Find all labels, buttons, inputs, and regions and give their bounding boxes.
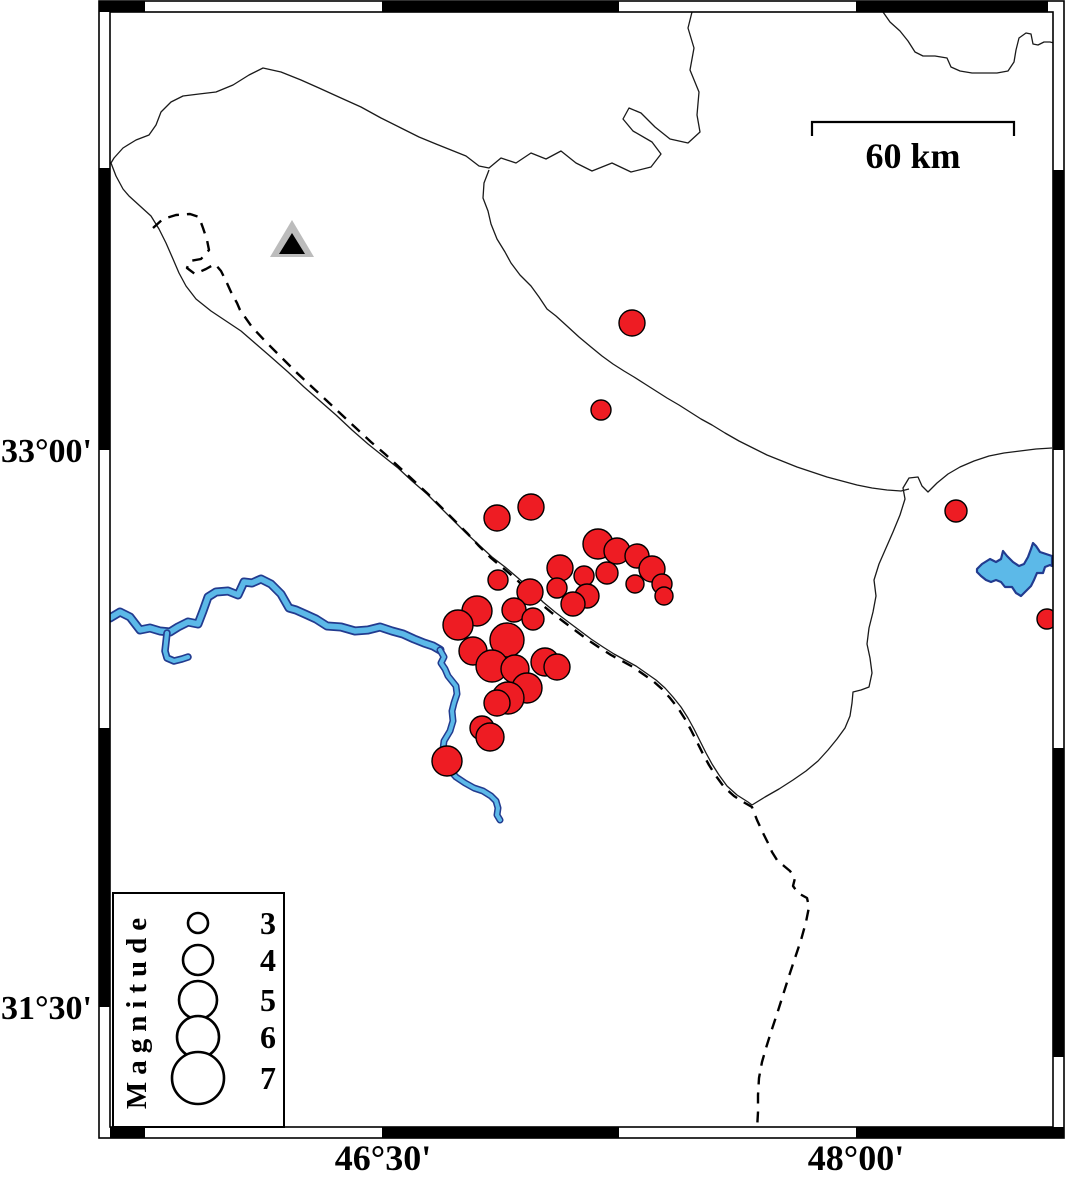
earthquake-marker <box>1036 608 1053 630</box>
earthquake-marker <box>483 504 511 532</box>
map-content: 60 km <box>110 12 1053 1127</box>
earthquake-marker <box>431 745 463 777</box>
earthquake-marker <box>521 607 545 631</box>
axis-label-lat-top: 33°00' <box>1 433 92 470</box>
legend-magnitude-label: 6 <box>260 1019 276 1055</box>
axis-label-lat-bottom: 31°30' <box>1 990 92 1027</box>
earthquake-marker <box>546 554 574 582</box>
border-line-dashed <box>152 212 811 1127</box>
scale-bar-label: 60 km <box>865 136 960 176</box>
magnitude-legend: Magnitude 34 56 7 <box>112 892 285 1128</box>
map-frame <box>98 0 1065 1139</box>
earthquake-marker <box>487 569 509 591</box>
border-line-northeast <box>882 12 1053 74</box>
border-line-east <box>751 447 1053 806</box>
river-west <box>110 574 445 655</box>
axis-label-lon-right: 48°00' <box>808 1138 904 1177</box>
earthquake-marker <box>654 586 674 606</box>
earthquake-marker <box>475 722 505 752</box>
legend-magnitude-circle <box>170 1050 226 1106</box>
earthquake-marker <box>516 578 544 606</box>
legend-magnitude-label: 4 <box>260 942 276 978</box>
legend-magnitude-circle <box>186 911 210 935</box>
earthquake-marker <box>560 591 586 617</box>
legend-magnitude-circle <box>181 943 215 977</box>
earthquake-marker <box>442 609 474 641</box>
earthquake-marker <box>595 561 619 585</box>
legend-title: Magnitude <box>121 911 153 1109</box>
legend-magnitude-circle <box>177 979 219 1021</box>
station-triangle-icon <box>270 220 314 257</box>
lake <box>975 541 1053 598</box>
river-branch <box>161 629 192 665</box>
scale-bar: 60 km <box>810 120 1016 176</box>
earthquake-marker <box>546 577 568 599</box>
earthquake-marker <box>573 565 595 587</box>
earthquake-marker <box>618 309 646 337</box>
earthquake-marker <box>625 574 645 594</box>
earthquake-layer <box>431 309 1053 777</box>
legend-symbols: 34 56 7 <box>170 905 276 1106</box>
legend-magnitude-label: 3 <box>260 905 276 941</box>
axis-label-lon-left: 46°30' <box>335 1138 431 1177</box>
earthquake-marker <box>944 499 968 523</box>
river-south <box>436 646 504 824</box>
earthquake-marker <box>590 399 612 421</box>
legend-magnitude-label: 5 <box>260 982 276 1018</box>
border-line-central <box>482 169 910 492</box>
earthquake-marker <box>483 689 511 717</box>
legend-magnitude-label: 7 <box>260 1060 276 1096</box>
earthquake-marker <box>517 493 545 521</box>
border-line-northwest <box>110 12 753 806</box>
earthquake-marker <box>543 653 571 681</box>
